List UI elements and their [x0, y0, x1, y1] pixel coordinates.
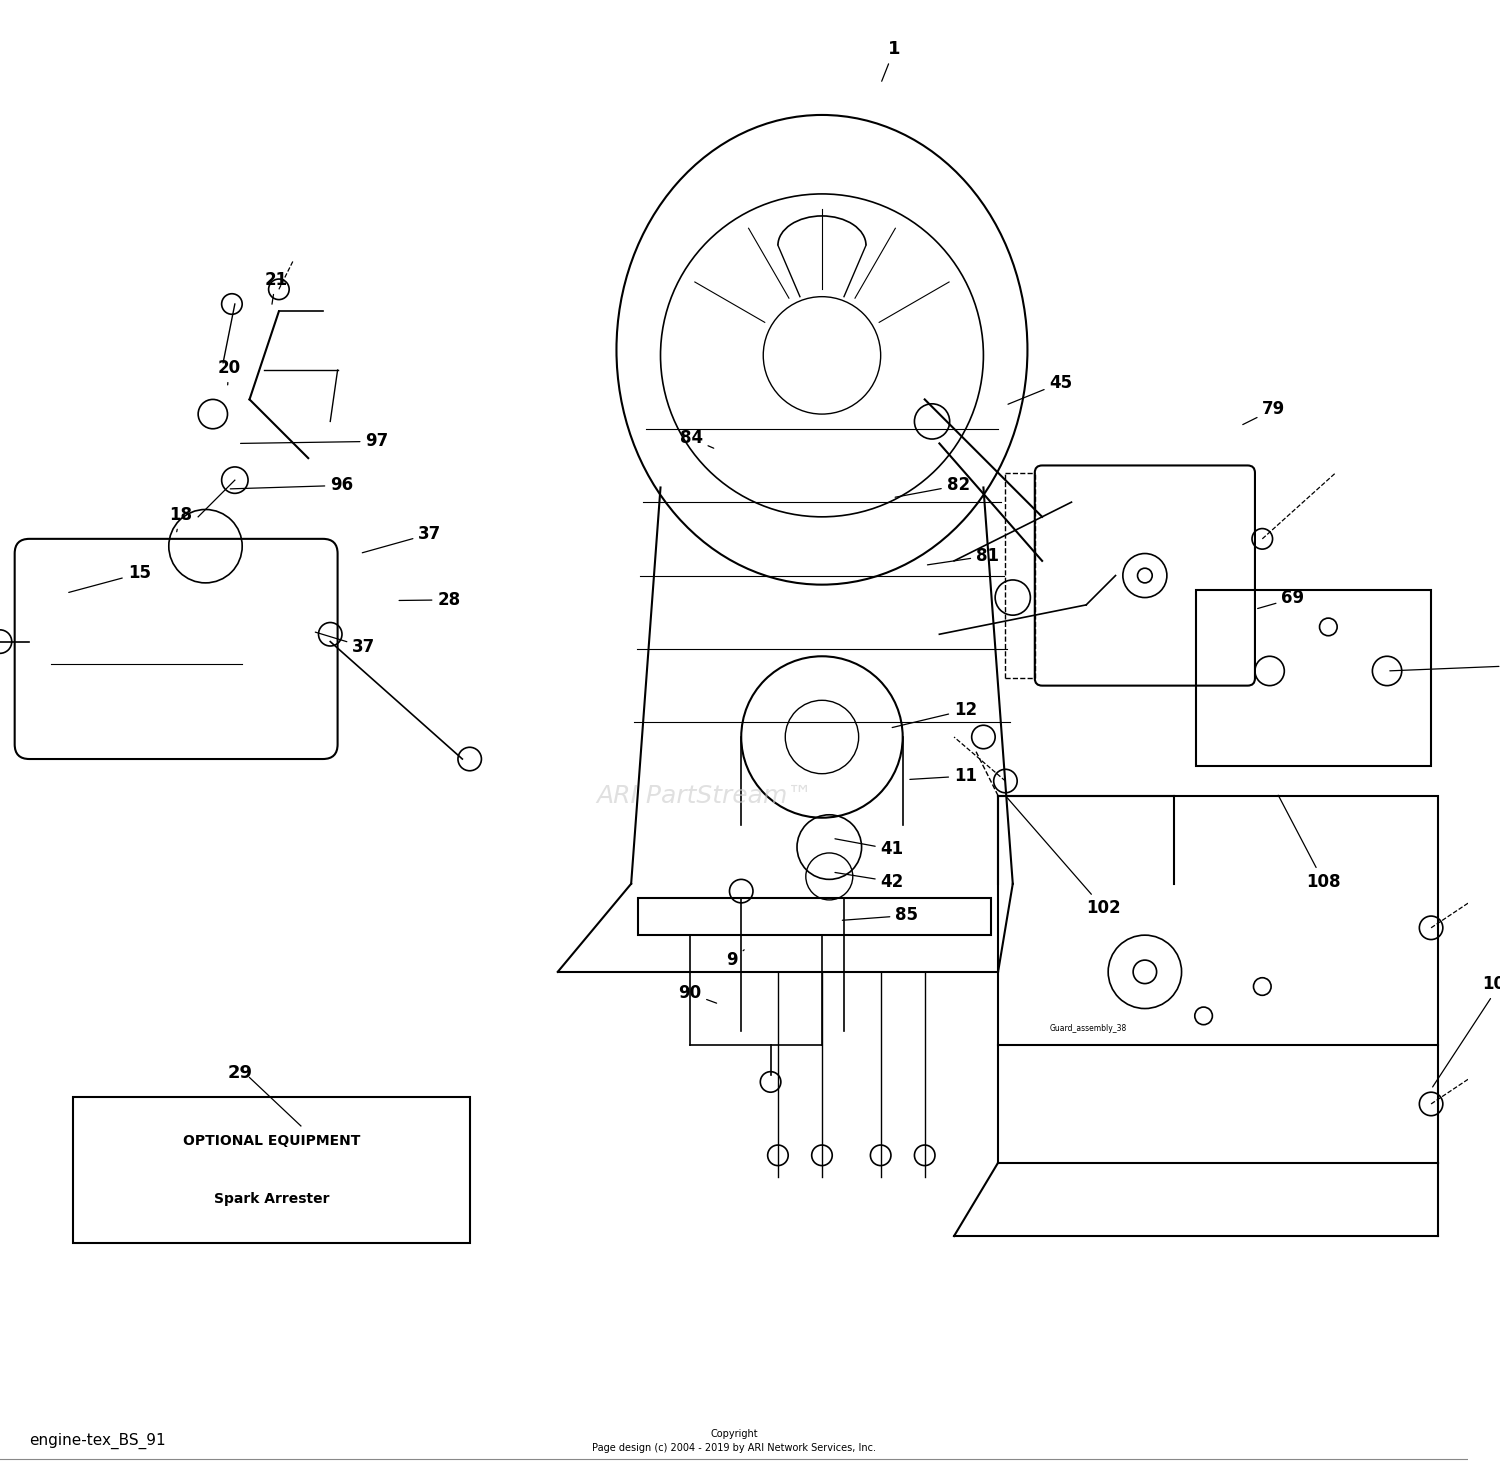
Text: 29: 29: [228, 1064, 252, 1082]
Text: 18: 18: [170, 506, 192, 532]
Text: 11: 11: [910, 766, 976, 786]
Text: 81: 81: [927, 547, 999, 565]
Text: 41: 41: [836, 839, 904, 858]
Text: ARI PartStream™: ARI PartStream™: [597, 784, 813, 808]
Text: 42: 42: [836, 873, 904, 890]
Text: 102: 102: [1008, 797, 1120, 917]
Text: OPTIONAL EQUIPMENT: OPTIONAL EQUIPMENT: [183, 1134, 360, 1148]
Text: 90: 90: [678, 985, 717, 1004]
Text: 28: 28: [399, 591, 460, 609]
Text: 21: 21: [264, 271, 288, 304]
Text: 108: 108: [1278, 796, 1341, 890]
Text: 85: 85: [843, 907, 918, 924]
Text: 84: 84: [680, 429, 714, 448]
Text: 20: 20: [217, 360, 240, 385]
Bar: [998, 796, 1438, 1045]
Text: 45: 45: [1008, 374, 1072, 404]
Text: 37: 37: [315, 632, 375, 656]
Text: 79: 79: [1244, 399, 1286, 425]
Text: 96: 96: [231, 476, 354, 494]
Text: 69: 69: [1257, 590, 1305, 609]
Text: 15: 15: [69, 565, 150, 593]
Text: 97: 97: [240, 432, 388, 451]
Bar: [1196, 590, 1431, 766]
Text: 1: 1: [882, 40, 900, 81]
Text: Spark Arrester: Spark Arrester: [214, 1192, 330, 1206]
Text: 102: 102: [1432, 976, 1500, 1086]
Text: Guard_assembly_38: Guard_assembly_38: [1050, 1023, 1126, 1033]
Text: 2: 2: [1390, 657, 1500, 675]
Text: 12: 12: [892, 702, 977, 728]
Text: 9: 9: [726, 949, 744, 968]
Bar: [639, 899, 992, 935]
Text: Page design (c) 2004 - 2019 by ARI Network Services, Inc.: Page design (c) 2004 - 2019 by ARI Netwo…: [592, 1443, 876, 1453]
Text: 37: 37: [363, 525, 441, 553]
Text: 82: 82: [896, 476, 971, 497]
Text: Copyright: Copyright: [710, 1428, 758, 1439]
Text: engine-tex_BS_91: engine-tex_BS_91: [30, 1433, 166, 1449]
